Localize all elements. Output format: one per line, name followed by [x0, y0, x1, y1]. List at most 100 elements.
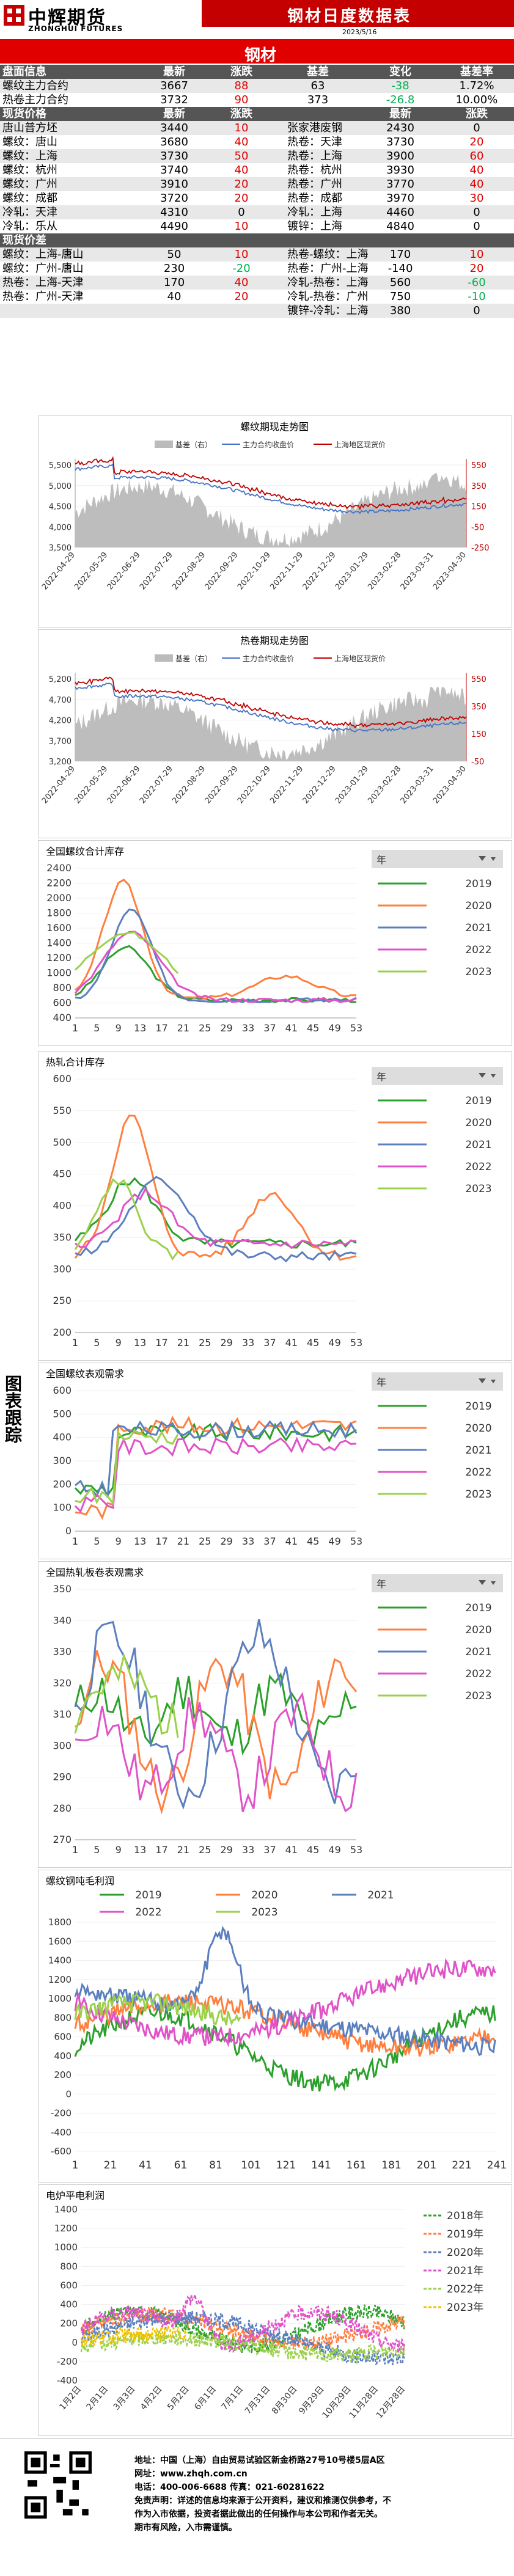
x-tick: 41 [285, 1844, 298, 1856]
series-line-2023 [75, 1430, 179, 1506]
y-tick: 340 [53, 1614, 72, 1626]
x-tick: 2023-03-31 [399, 764, 436, 806]
legend-title: 年 [376, 1377, 386, 1388]
x-tick: 5 [94, 1022, 100, 1034]
series-line-2021 [75, 908, 357, 1003]
basis-area [75, 687, 466, 761]
y-tick: 1800 [48, 1917, 72, 1928]
y-tick-right: 550 [471, 461, 486, 470]
y-tick: 450 [53, 1168, 72, 1180]
table2-row: 螺纹：成都 3720 20 热卷：成都 3970 30 [0, 191, 514, 205]
legend-futures: 主力合约收盘价 [243, 440, 294, 449]
table2-row: 螺纹：广州 3910 20 热卷：广州 3770 40 [0, 177, 514, 191]
y-tick: 600 [53, 1385, 72, 1396]
row-label: 唐山普方坯 [2, 122, 57, 134]
y-tick: 2400 [46, 862, 72, 874]
y-tick: -400 [51, 2127, 72, 2138]
spread-value: 170 [389, 248, 411, 261]
report-date: 2023/5/16 [342, 28, 377, 36]
y-tick: 200 [54, 2069, 72, 2080]
row-label: 螺纹：上海 [2, 150, 57, 163]
y-tick: 550 [53, 1105, 72, 1116]
logo-sub-text: ZHONGHUI FUTURES [28, 24, 123, 33]
basis-value: 63 [310, 79, 325, 92]
change-value: 0 [473, 304, 480, 317]
price-value: 3970 [386, 192, 414, 205]
y-tick: 0 [65, 2088, 72, 2099]
x-tick: 21 [177, 1337, 189, 1348]
y-tick: -200 [57, 2356, 78, 2367]
y-tick: 100 [53, 1502, 72, 1513]
table2-row: 唐山普方坯 3440 10 张家港废钢 2430 0 [0, 121, 514, 135]
x-tick: 37 [263, 1535, 276, 1547]
legend-item: 2019 [135, 1889, 161, 1901]
x-tick: 2022-10-29 [236, 764, 273, 806]
y-tick: 300 [53, 1455, 72, 1466]
table1-header-label: 盘面信息 [2, 65, 46, 78]
legend-item: 2022 [465, 1161, 491, 1173]
series-line-2019 [74, 1177, 357, 1249]
x-tick: 2022-05-29 [73, 764, 109, 806]
footer-website[interactable]: 网址：www.zhqh.com.cn [134, 2469, 248, 2479]
rebar-inventory-svg: 2400 2200 2000 1800 1600 1400 1200 1000 800 600 40… [46, 850, 503, 1034]
x-tick: 9月29日 [297, 2384, 326, 2416]
price-value: 3440 [160, 122, 188, 134]
x-tick: 45 [307, 1844, 319, 1856]
y-tick: -200 [51, 2108, 72, 2119]
y-tick: 300 [53, 1263, 72, 1275]
price-value: 3900 [386, 150, 414, 163]
change-value: 10 [469, 248, 484, 261]
x-tick: 53 [350, 1844, 362, 1856]
hrc-futures-spot-chart: 热卷期现走势图 基差（右） 主力合约收盘价 上海地区现货价 5,200 4,700 4,2… [38, 629, 512, 838]
y-tick: 310 [53, 1708, 72, 1720]
legend-item: 2019 [465, 878, 491, 890]
x-tick: 17 [155, 1022, 167, 1034]
series-line-2022 [74, 1436, 357, 1513]
header-cell: 最新 [163, 65, 185, 78]
x-tick: 9 [116, 1535, 122, 1547]
table2-row: 冷轧：天津 4310 0 冷轧：上海 4460 0 [0, 205, 514, 219]
change-value: 30 [469, 192, 484, 205]
x-tick: 41 [285, 1022, 298, 1034]
chevron-down-icon [491, 857, 496, 861]
legend-item: 2018年 [447, 2210, 483, 2222]
logo-main-text: 中辉期货 [28, 7, 106, 29]
legend-title: 年 [376, 1578, 386, 1590]
change-value: 20 [234, 192, 249, 205]
x-tick: 1 [72, 2159, 79, 2172]
x-tick: 21 [177, 1535, 189, 1547]
legend-item: 2020 [465, 1117, 491, 1129]
legend-item: 2021 [465, 922, 491, 934]
price-value: 4460 [386, 206, 414, 219]
table2-row: 螺纹：唐山 3680 40 热卷：天津 3730 20 [0, 135, 514, 149]
x-tick: 17 [155, 1844, 167, 1856]
header-cell: 基差 [307, 65, 329, 78]
x-tick: 121 [276, 2159, 296, 2172]
y-tick-left: 3,200 [49, 758, 72, 767]
y-tick: 400 [53, 1200, 72, 1212]
row-label: 热卷：杭州 [287, 164, 342, 177]
header-cell: 涨跌 [230, 65, 252, 78]
qr-code-icon[interactable] [24, 2451, 92, 2519]
x-tick: 9 [116, 1337, 122, 1348]
x-tick: 21 [104, 2159, 117, 2172]
legend-item: 2023 [465, 1488, 491, 1501]
change-value: -60 [468, 276, 486, 289]
change-value: 40 [234, 136, 249, 148]
x-tick: 2022-04-29 [40, 551, 77, 592]
x-tick: 6月1日 [193, 2384, 218, 2412]
change-value: 60 [469, 150, 484, 163]
x-tick: 1 [72, 1844, 78, 1856]
legend-item: 2023年 [447, 2302, 483, 2314]
y-tick: 1200 [48, 1974, 72, 1985]
x-tick: 2022-08-29 [171, 551, 207, 592]
change-value: 88 [234, 79, 249, 92]
row-label: 热卷主力合约 [2, 93, 68, 106]
y-tick: 2200 [46, 877, 72, 889]
x-tick: 53 [350, 1535, 362, 1547]
x-tick: 13 [134, 1535, 146, 1547]
legend-item: 2019年 [447, 2228, 483, 2241]
y-tick-right: 350 [471, 703, 486, 712]
